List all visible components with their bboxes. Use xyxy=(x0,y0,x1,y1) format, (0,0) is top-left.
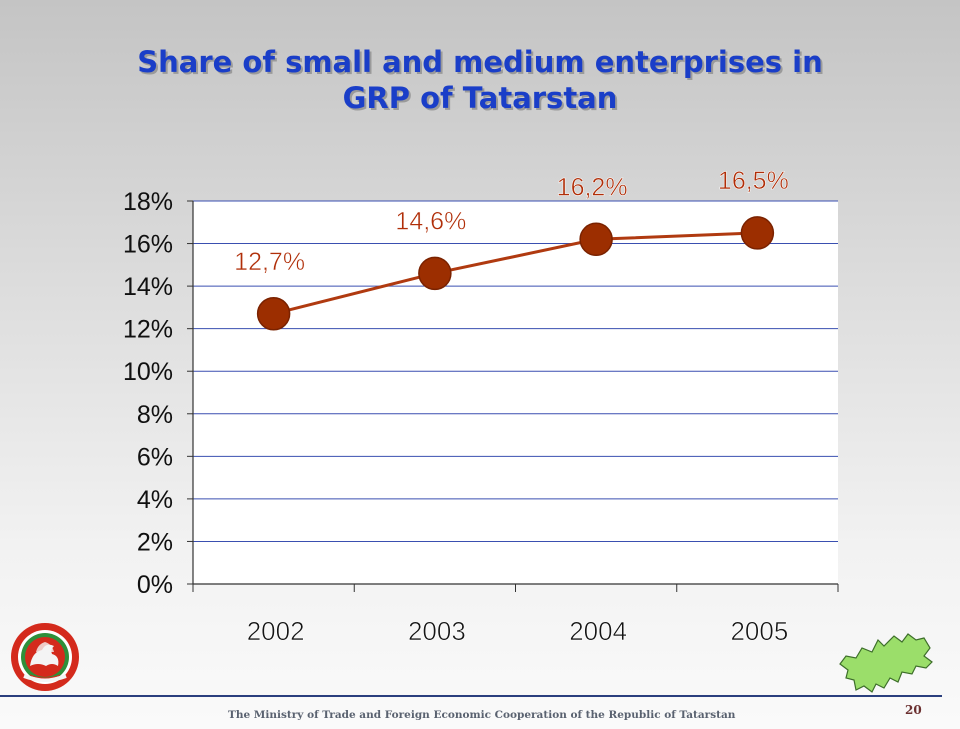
y-tick-label: 4% xyxy=(137,486,173,514)
slide-title: Share of small and medium enterprises in… xyxy=(0,44,960,116)
plot-area xyxy=(193,201,838,584)
data-point xyxy=(256,297,291,331)
x-tick-label: 2002 xyxy=(247,616,305,646)
y-tick-label: 14% xyxy=(123,273,173,301)
y-tick-label: 12% xyxy=(123,316,173,344)
y-tick-label: 2% xyxy=(137,528,173,556)
x-tick-label: 2003 xyxy=(408,616,466,646)
page-number: 20 xyxy=(905,703,922,717)
data-point xyxy=(740,216,775,250)
y-tick-label: 8% xyxy=(137,401,173,429)
y-tick-label: 0% xyxy=(137,571,173,599)
y-tick-label: 6% xyxy=(137,443,173,471)
data-point xyxy=(418,256,452,291)
data-label: 16,5% xyxy=(718,167,789,195)
data-label: 16,2% xyxy=(557,173,628,201)
slide-title-line-1: Share of small and medium enterprises in xyxy=(137,45,823,79)
y-tick-label: 16% xyxy=(123,231,173,259)
slide-title-line-2: GRP of Tatarstan xyxy=(342,81,618,115)
data-point xyxy=(579,222,613,257)
y-tick-label: 10% xyxy=(123,358,173,386)
data-label: 14,6% xyxy=(395,207,466,235)
data-label: 12,7% xyxy=(234,248,305,276)
y-tick-label: 18% xyxy=(123,188,173,216)
series-line xyxy=(273,231,758,316)
footer-divider xyxy=(0,695,942,697)
coat-of-arms-icon xyxy=(10,622,80,697)
footer-text: The Ministry of Trade and Foreign Econom… xyxy=(228,709,736,721)
x-tick-label: 2004 xyxy=(569,616,627,646)
x-tick-label: 2005 xyxy=(730,616,788,646)
tatarstan-map-icon xyxy=(832,626,936,701)
